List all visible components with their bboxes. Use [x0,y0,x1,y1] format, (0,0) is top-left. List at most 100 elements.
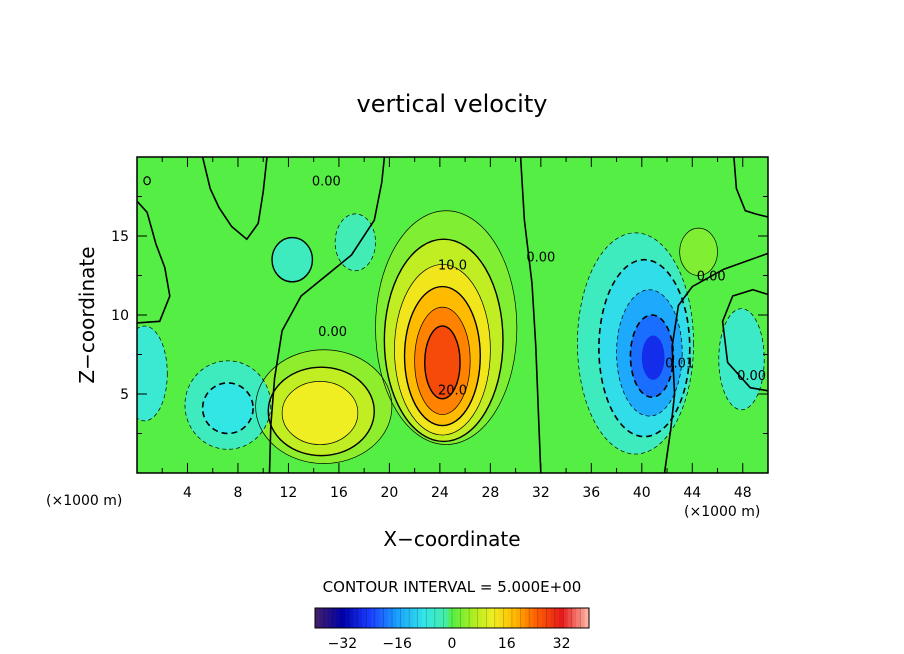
x-tick-label: 8 [233,485,242,501]
colorbar-cell [340,608,346,628]
x-tick-label: 40 [633,485,651,501]
x-tick-label: 4 [183,485,192,501]
x-tick-label: 28 [481,485,499,501]
x-axis-label: X−coordinate [383,527,520,551]
colorbar-cell [520,608,526,628]
colorbar-tick-label: −32 [328,636,358,652]
contour-line [718,308,765,411]
x-tick-label: 12 [280,485,298,501]
contour-line [137,200,171,324]
contour-line [598,258,691,438]
contour-line [143,176,151,186]
colorbar-cell [559,608,564,628]
contour-label: 0.00 [737,369,766,384]
contour-label: 0.00 [318,325,347,340]
field-shading [335,213,376,271]
colorbar-cell [537,608,543,628]
contour-label: 0.01 [665,356,694,371]
colorbar-cell [357,608,363,628]
colorbar-cell [323,608,329,628]
contour-label: 0.00 [312,175,341,190]
x-tick-label: 20 [380,485,398,501]
contour-line [394,264,491,436]
colorbar-cell [529,608,534,628]
contour-interval-label: CONTOUR INTERVAL = 5.000E+00 [323,578,582,596]
colorbar-cell [383,608,389,628]
colorbar-cell [396,608,402,628]
colorbar-cell [486,608,492,628]
contour-line [201,382,254,435]
colorbar-cell [546,608,552,628]
y-tick-label: 15 [111,229,129,245]
contour-line [403,285,481,427]
contour-line [334,213,376,272]
colorbar-cell [477,608,483,628]
contour-line [268,157,386,473]
colorbar-cell [511,608,517,628]
colorbar-cell [503,608,509,628]
colorbar-cell [400,608,406,628]
contour-line [721,288,768,392]
contour-label: 0.00 [526,251,555,266]
colorbar-cell [584,608,590,628]
contour-line [271,236,314,283]
colorbar-tick-label: 32 [553,636,571,652]
colorbar-cell [409,608,415,628]
colorbar-cell [336,608,342,628]
colorbar-cell [319,608,325,628]
colorbar-cell [541,608,547,628]
colorbar-cell [571,608,577,628]
contour-line [375,210,518,445]
colorbar-tick-label: 16 [498,636,516,652]
colorbar-cell [447,608,453,628]
colorbar-cell [443,608,449,628]
colorbar-tick-label: −16 [382,636,412,652]
colorbar-cell [516,608,522,628]
colorbar-cell [387,608,393,628]
field-shading [272,237,313,282]
y-unit-label: (×1000 m) [46,493,122,509]
field-shading [137,326,168,421]
x-tick-label: 16 [330,485,348,501]
colorbar-cell [379,608,385,628]
colorbar-cell [374,608,380,628]
field-shading [202,382,254,434]
y-tick-label: 5 [120,387,129,403]
field-shading [282,381,358,445]
colorbar-cell [434,608,440,628]
colorbar-cell [490,608,496,628]
colorbar-cell [550,608,556,628]
colorbar-cell [332,608,338,628]
x-tick-label: 48 [734,485,752,501]
contour-line [679,227,718,276]
contour-line [184,360,272,450]
contour-line [577,232,694,455]
contour-label: 20.0 [438,383,467,398]
contour-label: 0.00 [697,270,726,285]
colorbar-cell [464,608,470,628]
colorbar: −32 −16 0 16 32 [314,607,590,652]
contour-line [616,289,683,417]
colorbar-cell [362,608,367,628]
x-unit-label: (×1000 m) [684,504,760,520]
colorbar-cell [481,608,487,628]
contour-line [663,252,768,473]
colorbar-cell [430,608,436,628]
colorbar-cell [494,608,500,628]
colorbar-cell [327,608,333,628]
colorbar-cell [580,608,586,628]
colorbar-cell [452,608,457,628]
contour-line [733,157,768,218]
colorbar-cell [554,608,560,628]
field-shading [679,228,718,276]
colorbar-cell [567,608,573,628]
contour-line [255,349,393,464]
chart-title: vertical velocity [357,90,548,118]
colorbar-cell [456,608,462,628]
x-tick-label: 36 [582,485,600,501]
colorbar-cell [469,608,475,628]
colorbar-cell [315,608,320,628]
colorbar-cell [413,608,419,628]
